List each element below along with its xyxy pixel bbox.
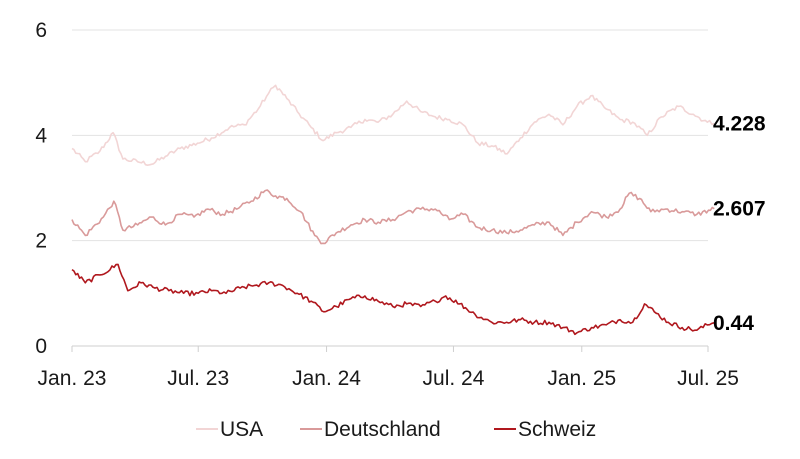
x-tick-label: Jul. 25	[677, 367, 739, 390]
y-tick-label: 2	[35, 230, 47, 253]
end-label-deutschland: 2.607	[713, 198, 766, 221]
series-lines	[71, 84, 715, 336]
series-line-deutschland	[71, 189, 715, 245]
legend: USA Deutschland Schweiz	[196, 418, 596, 441]
y-tick-label: 6	[35, 19, 47, 42]
x-axis: Jan. 23 Jul. 23 Jan. 24 Jul. 24 Jan. 25 Jul. …	[38, 345, 739, 390]
end-label-usa: 4.228	[713, 112, 766, 135]
series-line-schweiz	[71, 263, 715, 336]
x-tick-label: Jul. 23	[167, 367, 229, 390]
legend-label: USA	[220, 418, 263, 441]
y-tick-label: 0	[35, 335, 47, 358]
x-tick-label: Jan. 23	[38, 367, 107, 390]
y-tick-labels: 0 2 4 6	[35, 19, 47, 358]
legend-label: Schweiz	[518, 418, 596, 441]
y-tick-label: 4	[35, 124, 47, 147]
legend-label: Deutschland	[324, 418, 441, 441]
x-tick-label: Jul. 24	[423, 367, 485, 390]
gridlines	[72, 29, 708, 242]
x-tick-label: Jan. 24	[292, 367, 361, 390]
end-label-schweiz: 0.44	[713, 312, 754, 335]
end-value-labels: 4.228 2.607 0.44	[713, 112, 766, 335]
series-line-usa	[71, 84, 715, 166]
x-tick-label: Jan. 25	[547, 367, 616, 390]
